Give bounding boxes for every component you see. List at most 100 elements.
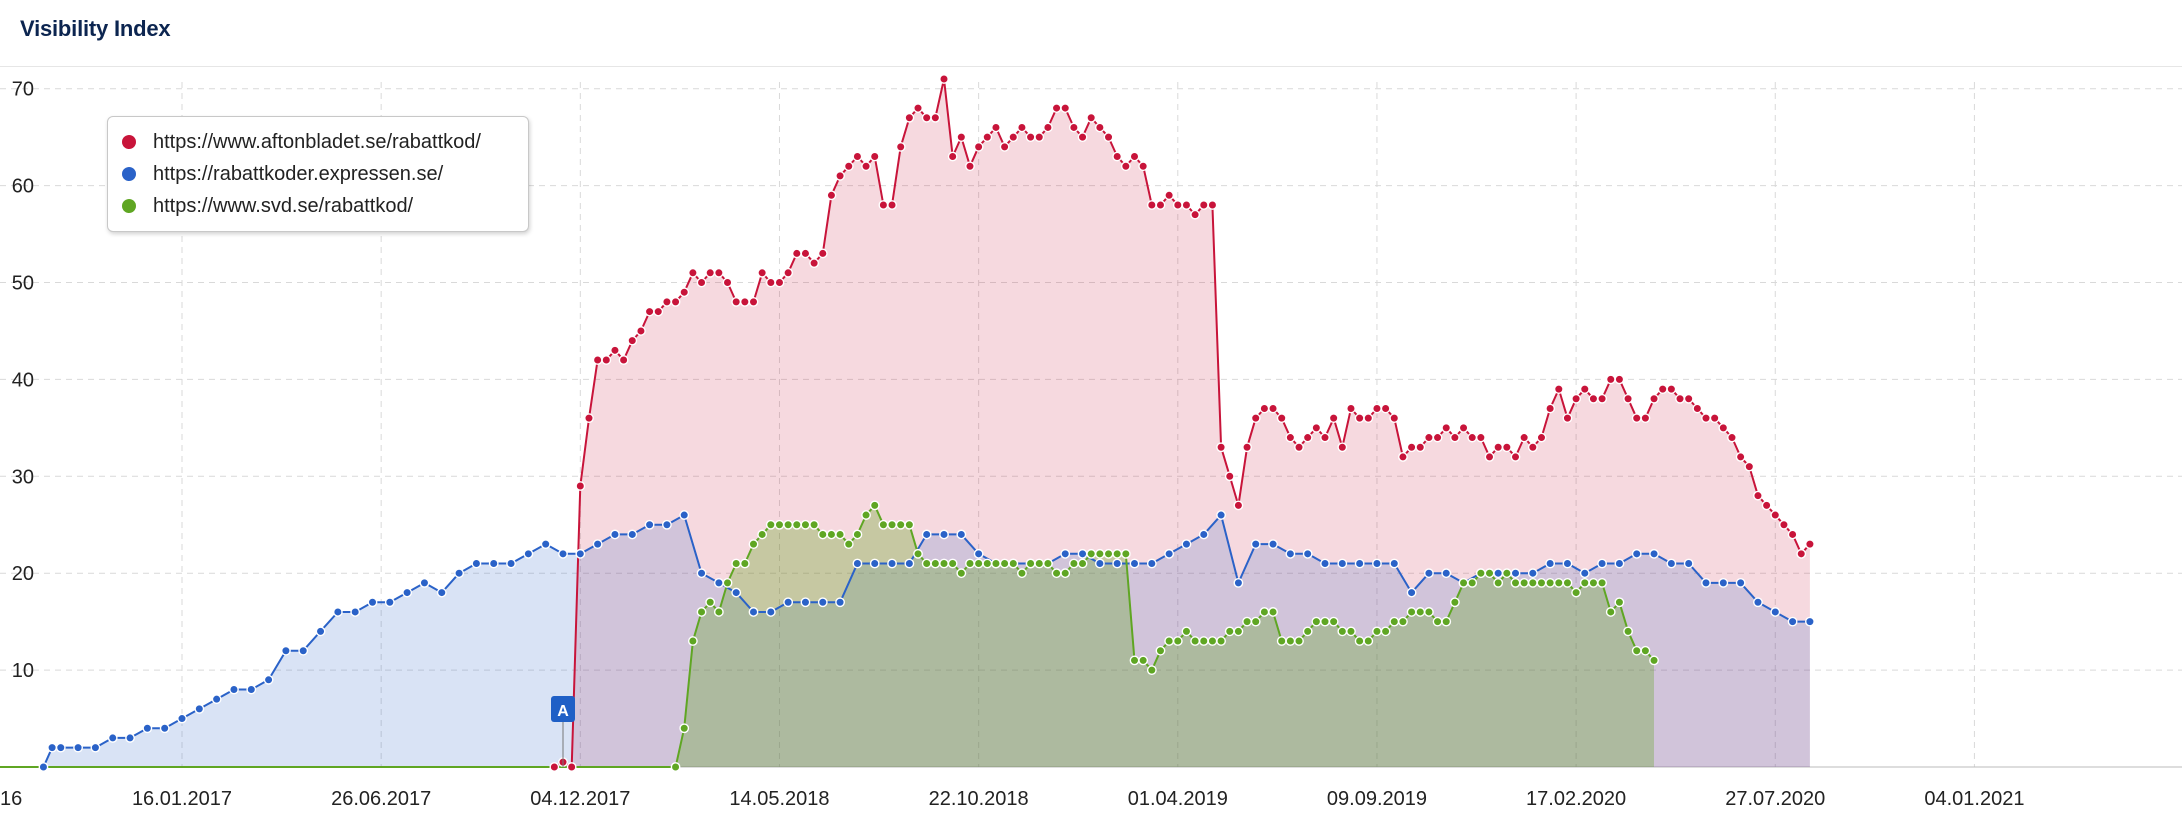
data-point (705, 267, 716, 278)
data-point (1320, 432, 1330, 443)
data-point (956, 568, 967, 579)
data-point (1155, 200, 1166, 210)
data-point (506, 558, 516, 569)
data-point (1649, 393, 1659, 404)
data-point (869, 500, 880, 511)
series-area (0, 505, 1654, 767)
data-point (878, 519, 889, 530)
data-point (367, 597, 378, 608)
data-point (843, 161, 854, 172)
data-point (887, 200, 897, 210)
data-point (1077, 132, 1088, 143)
data-point (1424, 607, 1434, 617)
data-point (965, 558, 975, 569)
data-point (1086, 548, 1097, 559)
page-title: Visibility Index (20, 16, 171, 41)
data-point (1068, 558, 1079, 569)
data-point (1337, 558, 1348, 569)
data-point (1224, 626, 1235, 637)
data-point (1640, 645, 1651, 656)
data-point (1146, 558, 1157, 569)
data-point (878, 200, 889, 210)
data-point (904, 112, 915, 123)
data-point (1155, 645, 1166, 656)
data-point (402, 587, 413, 598)
data-point (1233, 500, 1244, 511)
data-point (1709, 413, 1720, 424)
data-point (1094, 548, 1105, 559)
data-point (1493, 442, 1504, 453)
data-point (921, 529, 932, 540)
data-point (1138, 161, 1149, 172)
x-tick-label: 04.01.2021 (1924, 788, 2024, 810)
data-point (991, 558, 1001, 569)
data-point (575, 481, 586, 491)
data-point (584, 413, 594, 424)
data-point (1259, 403, 1270, 414)
data-point (1415, 607, 1426, 617)
data-point (1060, 568, 1071, 579)
data-point (1337, 442, 1348, 453)
data-point (471, 558, 482, 569)
series-area (0, 515, 1810, 767)
data-point (298, 645, 309, 656)
data-point (1545, 577, 1556, 588)
data-point (774, 519, 785, 530)
data-point (601, 355, 612, 365)
data-point (1432, 432, 1443, 443)
data-point (1198, 529, 1209, 540)
data-point (1398, 616, 1408, 627)
data-point (575, 548, 586, 559)
data-point (558, 548, 568, 559)
data-point (1579, 384, 1590, 394)
y-tick-label: 20 (12, 563, 34, 585)
data-point (748, 296, 759, 307)
data-point (194, 703, 205, 714)
data-point (315, 626, 326, 637)
data-point (1614, 558, 1625, 569)
data-point (246, 684, 257, 695)
annotation[interactable]: A (551, 696, 575, 767)
data-point (1718, 577, 1729, 588)
data-point (1432, 616, 1443, 627)
annotation-badge (551, 696, 575, 722)
data-point (1649, 548, 1659, 559)
data-point (1112, 548, 1123, 559)
data-point (1302, 626, 1313, 637)
data-point (1484, 568, 1495, 579)
data-point (1424, 432, 1434, 443)
x-tick-label: 26.06.2017 (331, 788, 431, 810)
data-point (1337, 626, 1348, 637)
data-point (1224, 471, 1235, 482)
data-point (644, 306, 655, 317)
data-point (1354, 636, 1365, 646)
x-tick-label: 17.02.2020 (1526, 788, 1626, 810)
data-point (1216, 636, 1226, 646)
data-point (1527, 442, 1538, 453)
data-point (852, 558, 863, 569)
data-point (1753, 490, 1763, 501)
data-point (1190, 209, 1201, 220)
data-point (1484, 452, 1495, 462)
data-point (817, 529, 828, 540)
data-point (1735, 452, 1746, 462)
data-point (1285, 432, 1296, 443)
data-point (939, 74, 949, 84)
data-point (1320, 558, 1330, 569)
data-point (1216, 510, 1226, 520)
data-point (1805, 539, 1815, 550)
data-point (1008, 132, 1019, 143)
data-point (1571, 587, 1582, 598)
data-point (765, 277, 776, 288)
x-axis: 16 16.01.2017 26.06.2017 04.12.2017 14.05.20… (0, 788, 2024, 810)
data-point (1346, 403, 1356, 414)
data-point (687, 267, 698, 278)
data-point (47, 742, 58, 753)
data-point (713, 607, 724, 617)
data-point (1198, 636, 1209, 646)
data-point (731, 558, 742, 569)
data-point (1372, 558, 1382, 569)
data-point (1276, 636, 1287, 646)
data-point (679, 723, 690, 734)
data-point (921, 112, 932, 123)
